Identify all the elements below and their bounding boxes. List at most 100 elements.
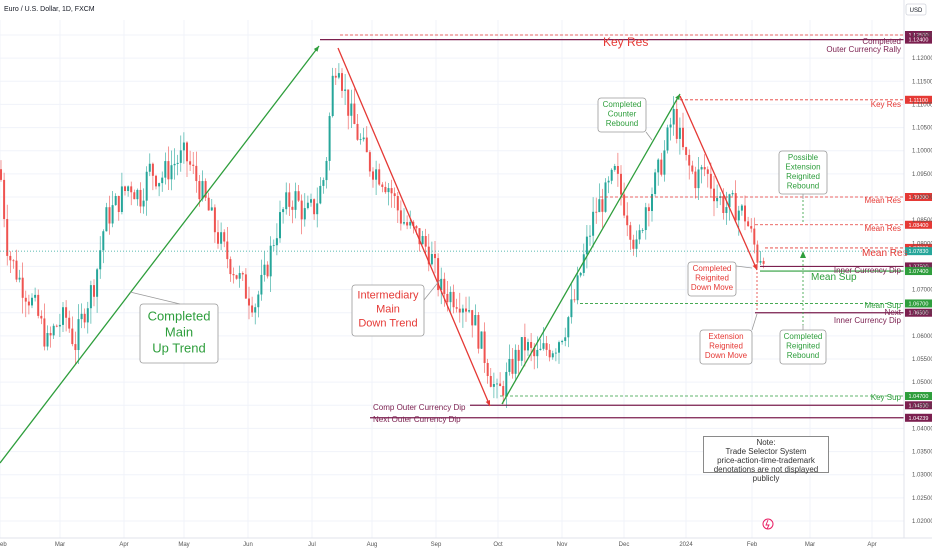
candle-body	[362, 137, 365, 140]
currency-label: USD	[910, 8, 923, 14]
level-sublabel: Outer Currency Rally	[826, 45, 901, 54]
candle-body	[167, 161, 170, 180]
candle-body	[527, 342, 529, 351]
mean-res-big-label: Mean Res	[862, 248, 908, 259]
candle-body	[207, 197, 210, 211]
candle-body	[34, 294, 37, 298]
counter-rebound-line-head	[675, 94, 680, 100]
candle-body	[406, 222, 409, 226]
candle-body	[294, 191, 297, 210]
level-badge-label: 1.07830	[909, 249, 929, 255]
candle-body	[46, 333, 49, 347]
candle-body	[300, 200, 303, 220]
callout-pointer	[129, 291, 181, 305]
candle-body	[192, 164, 195, 166]
x-tick-label: May	[178, 542, 189, 548]
candle-body	[344, 89, 347, 91]
y-tick-label: 1.06000	[912, 334, 932, 340]
candle-body	[86, 308, 89, 323]
callout-text: Up Trend	[152, 341, 205, 356]
y-tick-label: 1.10000	[912, 149, 932, 155]
candle-body	[282, 209, 285, 213]
candle-body	[654, 172, 657, 195]
y-tick-label: 1.04000	[912, 426, 932, 432]
candle-body	[303, 208, 306, 220]
candle-body	[325, 160, 328, 181]
level-label: Mean Sup	[865, 301, 902, 310]
candle-body	[616, 165, 619, 174]
candle-body	[434, 254, 436, 259]
candle-body	[15, 260, 18, 280]
candle-body	[703, 167, 706, 170]
level-badge	[905, 401, 932, 410]
callout-text: Extension	[708, 332, 743, 341]
level-label: Key Sup	[871, 393, 902, 402]
candle-body	[691, 165, 694, 172]
note-line-3: denotations are not displayed publicly	[713, 465, 819, 483]
candle-body	[6, 219, 9, 256]
candle-body	[573, 299, 576, 301]
candle-body	[474, 315, 477, 326]
time-axis[interactable]: eb Mar Apr May Jun Jul Aug Sep Oct Nov Dec 2024 Feb M…	[0, 537, 932, 548]
candle-body	[635, 239, 638, 249]
candle-body	[753, 228, 756, 245]
ideas-icon[interactable]	[762, 518, 774, 530]
x-tick-label: eb	[0, 542, 7, 548]
chart-grid	[0, 20, 904, 538]
candle-body	[592, 211, 595, 236]
candle-body	[124, 186, 126, 191]
x-tick-label: 2024	[679, 542, 693, 548]
candle-body	[350, 103, 353, 116]
x-tick-label: Jun	[243, 542, 253, 548]
candle-body	[623, 194, 626, 216]
candle-body	[632, 239, 635, 249]
level-badge-label: 1.09000	[909, 195, 929, 201]
candle-body	[288, 192, 291, 207]
candle-body	[108, 207, 111, 224]
candle-body	[486, 362, 489, 377]
y-tick-label: 1.11500	[912, 79, 932, 85]
currency-button[interactable]: USD	[905, 3, 927, 16]
candle-body	[734, 193, 737, 221]
callout-text: Main	[376, 304, 400, 316]
candle-body	[269, 245, 272, 277]
candle-body	[279, 212, 281, 239]
candle-body	[155, 175, 157, 187]
candle-body	[173, 163, 176, 166]
candle-body	[511, 358, 514, 374]
candle-body	[341, 73, 343, 91]
candle-body	[210, 207, 213, 211]
callout-text: Completed	[784, 332, 823, 341]
level-label: Next	[885, 308, 902, 317]
note-title: Note:	[756, 438, 776, 447]
level-label: Comp Outer Currency Dip	[373, 403, 466, 412]
level-badge	[905, 35, 932, 44]
candle-body	[21, 277, 24, 298]
candle-body	[570, 299, 573, 318]
callout-text: Reignited	[709, 341, 743, 350]
main-up-trend-line	[0, 45, 320, 464]
candle-body	[251, 305, 254, 313]
candle-body	[213, 207, 216, 233]
candle-body	[554, 352, 557, 354]
main-down-trend-line-head	[485, 400, 490, 406]
candle-body	[291, 206, 294, 210]
candle-body	[306, 202, 309, 209]
y-tick-label: 1.02500	[912, 496, 932, 502]
candle-body	[12, 260, 15, 262]
candle-body	[390, 188, 393, 194]
y-tick-label: 1.06500	[912, 311, 932, 317]
candle-body	[31, 297, 33, 306]
candle-body	[657, 159, 660, 173]
level-badge-label: 1.04239	[909, 416, 929, 422]
x-tick-label: Aug	[367, 542, 378, 548]
callout-pointer	[751, 313, 758, 331]
callout-text: Intermediary	[357, 290, 419, 302]
candle-body	[576, 275, 579, 301]
candle-body	[641, 230, 644, 231]
candle-body	[678, 127, 681, 139]
price-axis[interactable]: 1.12500 1.12000 1.11500 1.11000 1.10500 1.100…	[903, 0, 932, 538]
y-tick-label: 1.09000	[912, 195, 932, 201]
y-tick-label: 1.12000	[912, 56, 932, 62]
